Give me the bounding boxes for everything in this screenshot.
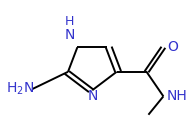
Text: NH: NH: [167, 89, 188, 103]
Text: H: H: [65, 15, 74, 28]
Text: N: N: [65, 28, 75, 42]
Text: O: O: [167, 40, 178, 54]
Text: N: N: [87, 89, 98, 103]
Text: H$_2$N: H$_2$N: [6, 81, 34, 97]
